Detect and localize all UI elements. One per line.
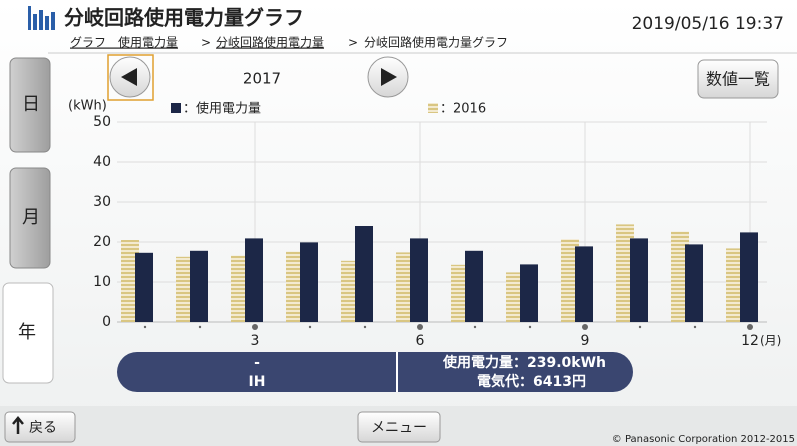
- tab[interactable]: 月: [9, 167, 51, 269]
- bar: [396, 252, 414, 322]
- bar: [286, 251, 304, 322]
- bar: [341, 260, 359, 322]
- bar: [300, 242, 318, 322]
- prev-year-button[interactable]: [109, 56, 151, 98]
- y-tick-label: 30: [93, 194, 111, 210]
- bar: [135, 252, 153, 322]
- tab-label: 日: [22, 94, 40, 115]
- legend-swatch: [428, 103, 438, 113]
- tick-dot: [473, 325, 477, 329]
- button-label: メニュー: [371, 420, 427, 436]
- bar: [740, 232, 758, 322]
- tick-dot: [417, 324, 423, 330]
- breadcrumb-current: 分岐回路使用電力量グラフ: [364, 35, 508, 50]
- y-tick-label: 40: [93, 154, 111, 170]
- breadcrumb-separator: >: [348, 36, 358, 50]
- list-button[interactable]: 数値一覧: [697, 59, 779, 99]
- tick-dot: [582, 324, 588, 330]
- tick-dot: [252, 324, 258, 330]
- tab-label: 年: [18, 322, 36, 343]
- circuit-name: IH: [249, 374, 266, 390]
- y-axis-unit: (kWh): [68, 99, 107, 114]
- bar: [671, 231, 689, 322]
- tick-dot: [638, 325, 642, 329]
- tab-active[interactable]: 年: [2, 282, 54, 384]
- bar: [121, 240, 139, 322]
- breadcrumb-link[interactable]: 分岐回路使用電力量: [216, 35, 324, 50]
- tick-dot: [747, 324, 753, 330]
- year: 2017: [243, 70, 281, 88]
- tick-dot: [693, 325, 697, 329]
- tick-dot: [363, 325, 367, 329]
- legend-label: ：2016: [440, 102, 486, 117]
- tick-dot: [143, 325, 147, 329]
- button-label: 数値一覧: [706, 70, 770, 89]
- y-tick-label: 50: [93, 114, 111, 130]
- chart: 0 10 20 30 40 50(kWh) 3 6 9 12 (月) ：使用電力量 ：2016: [68, 99, 781, 350]
- tab[interactable]: 日: [9, 57, 51, 153]
- x-tick-label: 12: [741, 333, 759, 349]
- circuit-number: -: [254, 355, 260, 371]
- button-label: 戻る: [29, 420, 57, 436]
- bar: [685, 244, 703, 322]
- bar: [176, 256, 194, 322]
- page-title: 分岐回路使用電力量グラフ: [64, 6, 304, 30]
- tick-dot: [308, 325, 312, 329]
- bar: [465, 250, 483, 322]
- tab-label: 月: [22, 207, 40, 228]
- bar: [575, 246, 593, 322]
- focus-frame: [107, 54, 154, 101]
- x-tick-label: 3: [251, 333, 260, 349]
- usage-total: 使用電力量：239.0kWh: [442, 354, 606, 371]
- bar: [190, 250, 208, 322]
- bar: [630, 238, 648, 322]
- bar: [410, 238, 428, 322]
- datetime: 2019/05/16 19:37: [632, 14, 784, 34]
- bar: [616, 224, 634, 322]
- back-button[interactable]: 戻る: [4, 411, 76, 443]
- info-panel: - IH 使用電力量：239.0kWh 電気代：6413円: [117, 352, 633, 392]
- bar: [561, 239, 579, 322]
- y-tick-label: 10: [93, 274, 111, 290]
- app-icon: [28, 6, 55, 30]
- tick-dot: [528, 325, 532, 329]
- bar: [231, 255, 249, 322]
- bar: [245, 238, 263, 322]
- y-tick-label: 0: [102, 314, 111, 330]
- bar: [451, 264, 469, 322]
- breadcrumb-separator: >: [201, 36, 211, 50]
- legend-swatch: [171, 103, 181, 113]
- x-tick-label: 9: [581, 333, 590, 349]
- bar: [506, 272, 524, 322]
- bar: [355, 226, 373, 322]
- cost-total: 電気代：6413円: [477, 373, 586, 390]
- copyright: © Panasonic Corporation 2012-2015: [612, 434, 795, 445]
- y-tick-label: 20: [93, 234, 111, 250]
- x-axis-unit: (月): [760, 334, 781, 348]
- bar: [726, 248, 744, 322]
- bar: [520, 264, 538, 322]
- tick-dot: [198, 325, 202, 329]
- breadcrumb-link[interactable]: グラフ 使用電力量: [70, 35, 178, 50]
- legend-label: ：使用電力量: [183, 101, 261, 117]
- next-year-button[interactable]: [367, 56, 409, 98]
- x-tick-label: 6: [416, 333, 425, 349]
- menu-button[interactable]: メニュー: [357, 411, 441, 443]
